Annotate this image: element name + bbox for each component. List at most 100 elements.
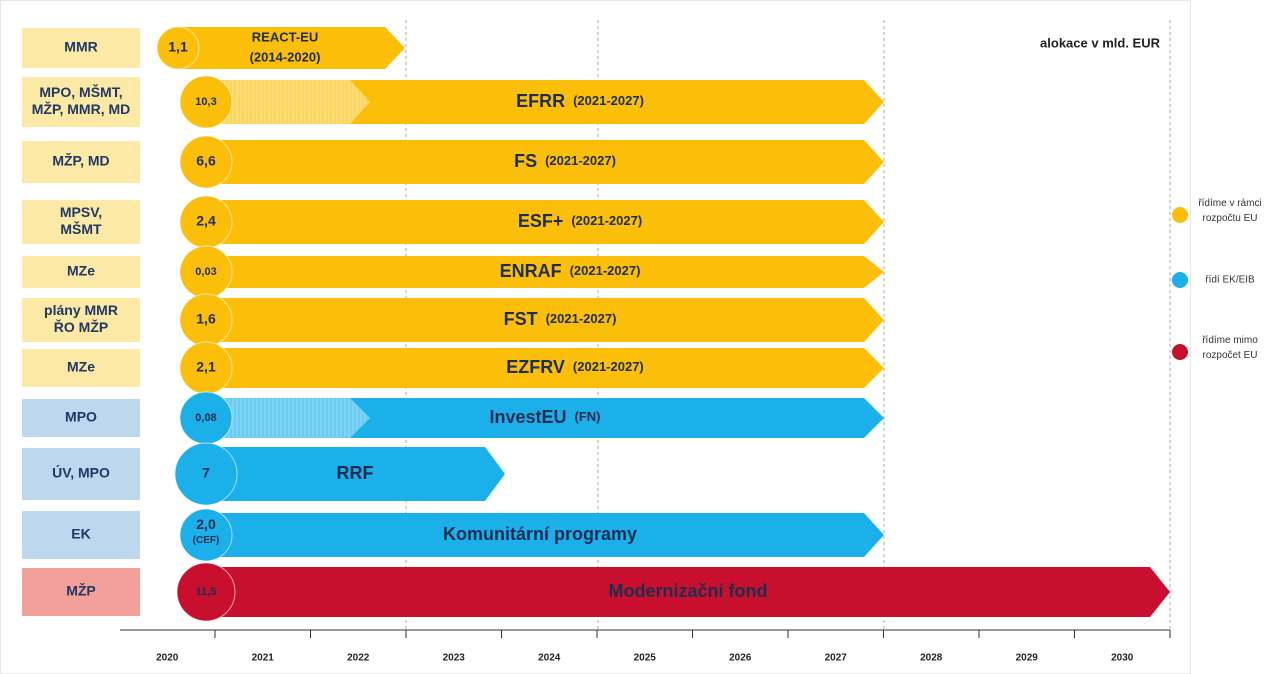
agency-box <box>22 141 140 183</box>
program-text: ENRAF (2021-2027) <box>500 261 641 281</box>
amount-label: 6,6 <box>196 153 216 169</box>
year-label: 2027 <box>825 653 848 664</box>
legend-dot <box>1172 207 1188 223</box>
agency-box <box>22 448 140 500</box>
amount-label: 0,08 <box>195 412 216 424</box>
program-bar <box>198 140 884 184</box>
program-bar <box>198 256 884 288</box>
agency-box <box>22 28 140 68</box>
amount-badge <box>179 135 233 189</box>
legend-dot <box>1172 344 1188 360</box>
program-text: RRF <box>337 463 374 483</box>
year-label: 2024 <box>538 653 561 664</box>
year-label: 2028 <box>920 653 943 664</box>
legend-label: řídíme mimo <box>1202 335 1258 346</box>
agency-label: MŠMT <box>60 220 102 237</box>
program-bar <box>198 447 505 501</box>
program-text: InvestEU (FN) <box>489 407 600 427</box>
program-text: Komunitární programy <box>443 524 637 544</box>
year-label: 2030 <box>1111 653 1134 664</box>
phase-overlap <box>215 398 370 438</box>
year-label: 2020 <box>156 653 179 664</box>
year-label: 2022 <box>347 653 370 664</box>
amount-label: 1,1 <box>168 39 188 55</box>
program-period: (2014-2020) <box>250 49 321 64</box>
program-text: Modernizační fond <box>609 581 768 601</box>
agency-label: MŽP <box>66 582 96 599</box>
year-label: 2026 <box>729 653 752 664</box>
agency-box <box>22 399 140 437</box>
legend-label: řídíme v rámci <box>1198 198 1261 209</box>
agency-box <box>22 200 140 244</box>
program-name: EZFRV <box>506 357 565 377</box>
agency-box <box>22 256 140 288</box>
agency-label: MMR <box>64 39 97 55</box>
agency-label: ŘO MŽP <box>54 318 108 335</box>
agency-label: MZe <box>67 359 95 375</box>
amount-label: 0,03 <box>195 266 216 278</box>
agency-label: MŽP, MD <box>52 152 109 169</box>
agency-box <box>22 349 140 387</box>
program-name: InvestEU <box>489 407 566 427</box>
agency-label: MŽP, MMR, MD <box>32 100 131 117</box>
program-bar <box>198 398 884 438</box>
program-name: Komunitární programy <box>443 524 637 544</box>
amount-badge <box>174 442 238 506</box>
legend-dot <box>1172 272 1188 288</box>
agency-box <box>22 298 140 342</box>
program-period: (2021-2027) <box>571 213 642 228</box>
agency-label: MZe <box>67 263 95 279</box>
program-name: ESF+ <box>518 211 564 231</box>
amount-label: 2,4 <box>196 213 216 229</box>
amount-badge <box>156 26 200 70</box>
program-period: (FN) <box>575 409 601 424</box>
amount-label: 1,6 <box>196 311 216 327</box>
program-bar <box>198 513 884 557</box>
program-text: FST (2021-2027) <box>504 309 617 329</box>
program-text: ESF+ (2021-2027) <box>518 211 642 231</box>
program-period: (2021-2027) <box>570 263 641 278</box>
program-text: FS (2021-2027) <box>514 151 616 171</box>
program-period: (2021-2027) <box>573 359 644 374</box>
unit-note: alokace v mld. EUR <box>1040 35 1161 50</box>
year-label: 2029 <box>1016 653 1039 664</box>
agency-label: plány MMR <box>44 302 118 318</box>
year-label: 2023 <box>443 653 466 664</box>
program-bar <box>198 80 884 124</box>
amount-label: 11,5 <box>196 586 217 598</box>
program-name: RRF <box>337 463 374 483</box>
program-period: (2021-2027) <box>573 93 644 108</box>
program-name: FST <box>504 309 538 329</box>
program-bar <box>198 298 884 342</box>
legend-label: řídí EK/EIB <box>1205 275 1255 286</box>
agency-box <box>22 77 140 127</box>
program-bar <box>198 567 1170 617</box>
legend-label: rozpočet EU <box>1202 350 1257 361</box>
phase-overlap <box>215 80 370 124</box>
agency-label: MPO <box>65 409 97 425</box>
program-period: (2021-2027) <box>545 153 616 168</box>
program-name: ENRAF <box>500 261 562 281</box>
amount-label: 10,3 <box>195 96 216 108</box>
program-name: REACT-EU <box>252 29 318 44</box>
program-name: Modernizační fond <box>609 581 768 601</box>
program-text: EFRR (2021-2027) <box>516 91 644 111</box>
amount-badge <box>179 508 233 562</box>
amount-label: (CEF) <box>193 535 220 546</box>
year-label: 2021 <box>252 653 275 664</box>
agency-box <box>22 511 140 559</box>
amount-label: 2,1 <box>196 359 216 375</box>
program-text: EZFRV (2021-2027) <box>506 357 644 377</box>
amount-badge <box>176 562 236 622</box>
program-bar <box>198 348 884 388</box>
agency-box <box>22 568 140 616</box>
program-name: EFRR <box>516 91 565 111</box>
agency-label: MPO, MŠMT, <box>39 83 122 100</box>
year-label: 2025 <box>634 653 657 664</box>
legend-label: rozpočtu EU <box>1202 213 1257 224</box>
amount-label: 7 <box>202 465 210 481</box>
program-name: FS <box>514 151 537 171</box>
agency-label: MPSV, <box>60 204 102 220</box>
amount-badge <box>179 75 233 129</box>
